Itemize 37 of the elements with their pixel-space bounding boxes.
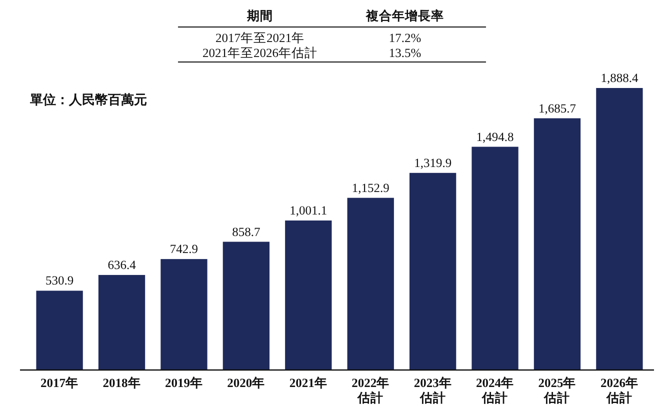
- x-tick-label: 2022年估計: [352, 376, 390, 405]
- bar: [98, 274, 146, 370]
- bar: [160, 259, 208, 370]
- x-tick-label: 2017年: [40, 376, 79, 390]
- bar: [596, 88, 643, 370]
- data-label: 1,001.1: [290, 204, 328, 218]
- x-tick-label: 2024年估計: [476, 376, 514, 405]
- bar: [36, 290, 83, 370]
- x-tick-label: 2026年估計: [600, 376, 638, 405]
- x-tick-label: 2023年估計: [414, 376, 452, 405]
- data-label: 530.9: [45, 274, 74, 288]
- bar: [347, 198, 394, 370]
- data-label: 1,888.4: [600, 71, 639, 85]
- x-tick-label: 2020年: [227, 376, 266, 390]
- bar: [409, 172, 456, 370]
- y-axis-title: 單位：人民幣百萬元: [29, 92, 147, 107]
- bar: [285, 220, 332, 370]
- data-label: 1,494.8: [476, 130, 514, 144]
- text: 期間: [246, 9, 273, 23]
- data-label: 1,319.9: [414, 156, 452, 170]
- text: 13.5%: [388, 46, 422, 60]
- bar: [472, 146, 518, 370]
- bar: [534, 118, 581, 370]
- data-label: 742.9: [170, 242, 198, 256]
- data-label: 1,152.9: [352, 180, 390, 195]
- bar: [222, 242, 270, 370]
- data-label: 1,685.7: [538, 101, 576, 116]
- text: 複合年增長率: [365, 8, 444, 23]
- data-label: 858.7: [232, 224, 260, 239]
- x-tick-label: 2025年估計: [538, 376, 576, 405]
- data-label: 636.4: [108, 258, 137, 272]
- x-tick-label: 2019年: [164, 376, 203, 390]
- text: 2021年至2026年估計: [202, 46, 318, 60]
- text: 2017年至2021年: [216, 31, 304, 45]
- x-tick-label: 2021年: [289, 376, 328, 390]
- x-tick-label: 2018年: [102, 376, 141, 390]
- text: 17.2%: [388, 31, 422, 45]
